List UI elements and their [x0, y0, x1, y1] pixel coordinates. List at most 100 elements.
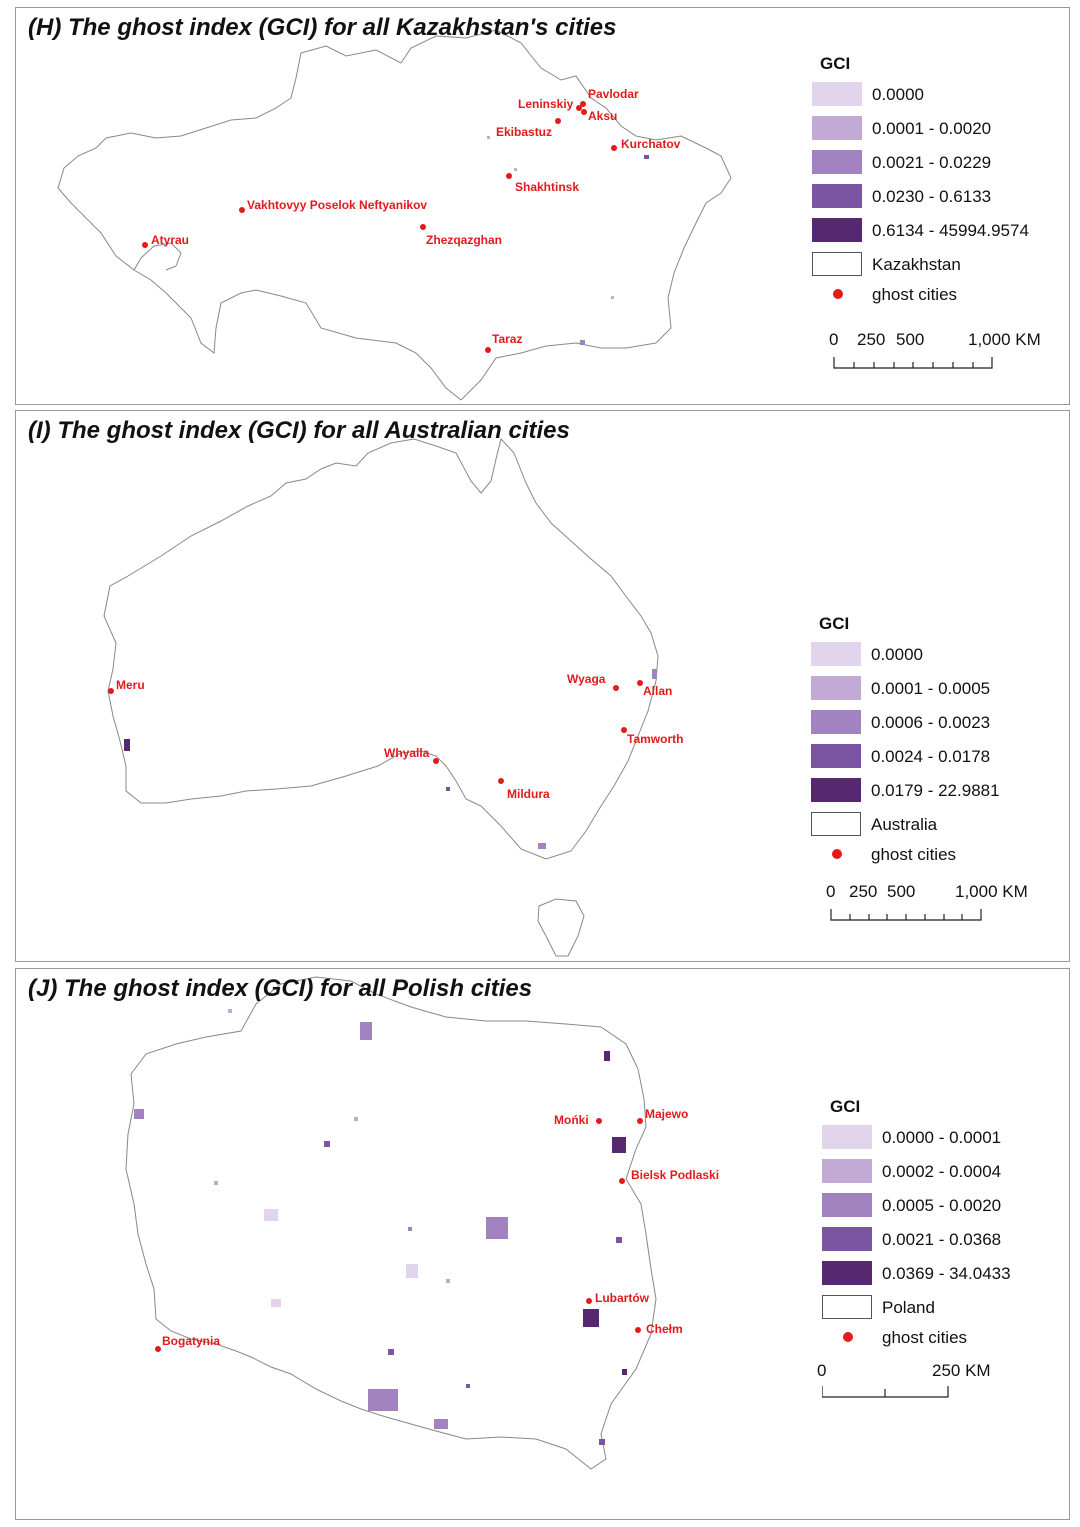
panel-title-poland: (J) The ghost index (GCI) for all Polish…	[28, 975, 533, 1002]
ghost-city-marker	[485, 347, 491, 353]
legend-boundary-label: Australia	[871, 815, 938, 834]
legend-class-3: 0.0006 - 0.0023	[811, 710, 1069, 736]
tasmania-boundary	[537, 898, 585, 957]
ghost-city-marker	[555, 118, 561, 124]
city-label-ekibastuz: Ekibastuz	[496, 125, 552, 139]
ghost-city-symbol	[832, 849, 842, 859]
ghost-city-marker	[619, 1178, 625, 1184]
legend-swatch	[812, 218, 862, 242]
scale-tick-label: 250	[849, 882, 878, 901]
gci-patch	[604, 1051, 610, 1061]
city-label-tamworth: Tamworth	[627, 732, 683, 746]
legend-class-label: 0.0230 - 0.6133	[872, 187, 992, 206]
gci-patch	[368, 1389, 398, 1411]
scale-tick-label: 500	[896, 330, 925, 349]
australia-gci-patches	[124, 669, 657, 849]
legend-boundary-swatch	[822, 1295, 872, 1319]
gci-patch	[466, 1384, 470, 1388]
legend-title: GCI	[820, 54, 851, 73]
legend-class-label: 0.0021 - 0.0229	[872, 153, 992, 172]
ghost-city-marker	[506, 173, 512, 179]
map-panel-australia: Meru Wyaga Allan Tamworth Whyalla Mildur…	[15, 410, 1070, 962]
legend-class-label: 0.0002 - 0.0004	[882, 1162, 1002, 1181]
legend-boundary-swatch	[812, 252, 862, 276]
gci-patch	[612, 1137, 626, 1153]
gci-patch	[388, 1349, 394, 1355]
legend-ghost: ghost cities	[811, 842, 1069, 868]
gci-patch	[644, 155, 649, 159]
city-label-majewo: Majewo	[645, 1107, 688, 1121]
scale-bar-graphic	[830, 909, 982, 921]
legend-swatch	[811, 778, 861, 802]
gci-patch	[214, 1181, 218, 1185]
map-panel-kazakhstan: Pavlodar Leninskiy Aksu Ekibastuz Kurcha…	[15, 7, 1070, 405]
legend-swatch	[811, 676, 861, 700]
legend-ghost: ghost cities	[822, 1325, 1069, 1351]
legend-class-3: 0.0021 - 0.0229	[812, 150, 1069, 176]
legend-boundary: Kazakhstan	[812, 252, 1069, 278]
legend-australia: GCI 0.0000 0.0001 - 0.0005 0.0006 - 0.00…	[811, 614, 1061, 944]
legend-class-label: 0.0001 - 0.0020	[872, 119, 992, 138]
poland-gci-patches	[134, 1009, 627, 1445]
city-label-allan: Allan	[643, 684, 672, 698]
city-label-monki: Mońki	[554, 1113, 589, 1127]
gci-patch	[599, 1439, 605, 1445]
legend-class-1: 0.0000	[812, 82, 1069, 108]
legend-swatch	[811, 710, 861, 734]
ghost-city-marker	[637, 1118, 643, 1124]
legend-class-label: 0.0001 - 0.0005	[871, 679, 991, 698]
scale-line	[822, 1386, 949, 1398]
legend-swatch	[812, 184, 862, 208]
legend-class-label: 0.0179 - 22.9881	[871, 781, 1000, 800]
gci-patch	[583, 1309, 599, 1327]
ghost-city-marker	[420, 224, 426, 230]
ghost-city-marker	[498, 778, 504, 784]
city-label-taraz: Taraz	[492, 332, 522, 346]
scale-tick-label: 0	[826, 882, 836, 901]
ghost-city-marker	[637, 680, 643, 686]
gci-patch	[434, 1419, 448, 1429]
map-panel-poland: Mońki Majewo Bielsk Podlaski Lubartów Ch…	[15, 968, 1070, 1520]
scale-tick-label: 1,000 KM	[955, 882, 1028, 901]
australia-map: Meru Wyaga Allan Tamworth Whyalla Mildur…	[103, 437, 683, 957]
panel-title-australia: (I) The ghost index (GCI) for all Austra…	[28, 417, 570, 444]
gci-patch	[446, 787, 450, 791]
legend-boundary-label: Poland	[882, 1298, 935, 1317]
legend-class-5: 0.0179 - 22.9881	[811, 778, 1069, 804]
ghost-city-marker	[611, 145, 617, 151]
kazakhstan-gci-patches	[487, 136, 649, 345]
ghost-city-symbol	[833, 289, 843, 299]
ghost-city-marker	[586, 1298, 592, 1304]
scale-bar: 0 250 500 1,000 KM	[811, 882, 1051, 932]
legend-class-5: 0.6134 - 45994.9574	[812, 218, 1069, 244]
legend-swatch	[822, 1227, 872, 1251]
kazakhstan-ghost-cities: Pavlodar Leninskiy Aksu Ekibastuz Kurcha…	[142, 87, 681, 353]
scale-line	[830, 909, 982, 921]
legend-class-2: 0.0001 - 0.0005	[811, 676, 1069, 702]
city-label-mildura: Mildura	[507, 787, 550, 801]
ghost-city-marker	[613, 685, 619, 691]
australia-ghost-cities: Meru Wyaga Allan Tamworth Whyalla Mildur…	[108, 672, 683, 801]
scale-tick-label: 250	[857, 330, 886, 349]
legend-swatch	[822, 1193, 872, 1217]
city-label-whyalla: Whyalla	[384, 746, 430, 760]
legend-ghost-label: ghost cities	[882, 1328, 968, 1347]
legend-class-label: 0.0005 - 0.0020	[882, 1196, 1002, 1215]
scale-tick-label: 250 KM	[932, 1361, 991, 1380]
city-label-bogatynia: Bogatynia	[162, 1334, 220, 1348]
scale-bar: 0 250 500 1,000 KM	[812, 330, 1052, 380]
city-label-bielsk-podlaski: Bielsk Podlaski	[631, 1168, 719, 1182]
scale-tick-label: 0	[817, 1361, 827, 1380]
legend-ghost-label: ghost cities	[871, 845, 957, 864]
legend-swatch	[812, 82, 862, 106]
gci-patch	[134, 1109, 144, 1119]
scale-bar-graphic	[833, 357, 993, 369]
kazakhstan-map: Pavlodar Leninskiy Aksu Ekibastuz Kurcha…	[57, 29, 732, 401]
legend-class-1: 0.0000 - 0.0001	[822, 1125, 1069, 1151]
legend-boundary: Australia	[811, 812, 1069, 838]
legend-swatch	[812, 150, 862, 174]
scale-tick-label: 500	[887, 882, 916, 901]
legend-swatch	[822, 1125, 872, 1149]
ghost-city-symbol	[843, 1332, 853, 1342]
gci-patch	[538, 843, 546, 849]
